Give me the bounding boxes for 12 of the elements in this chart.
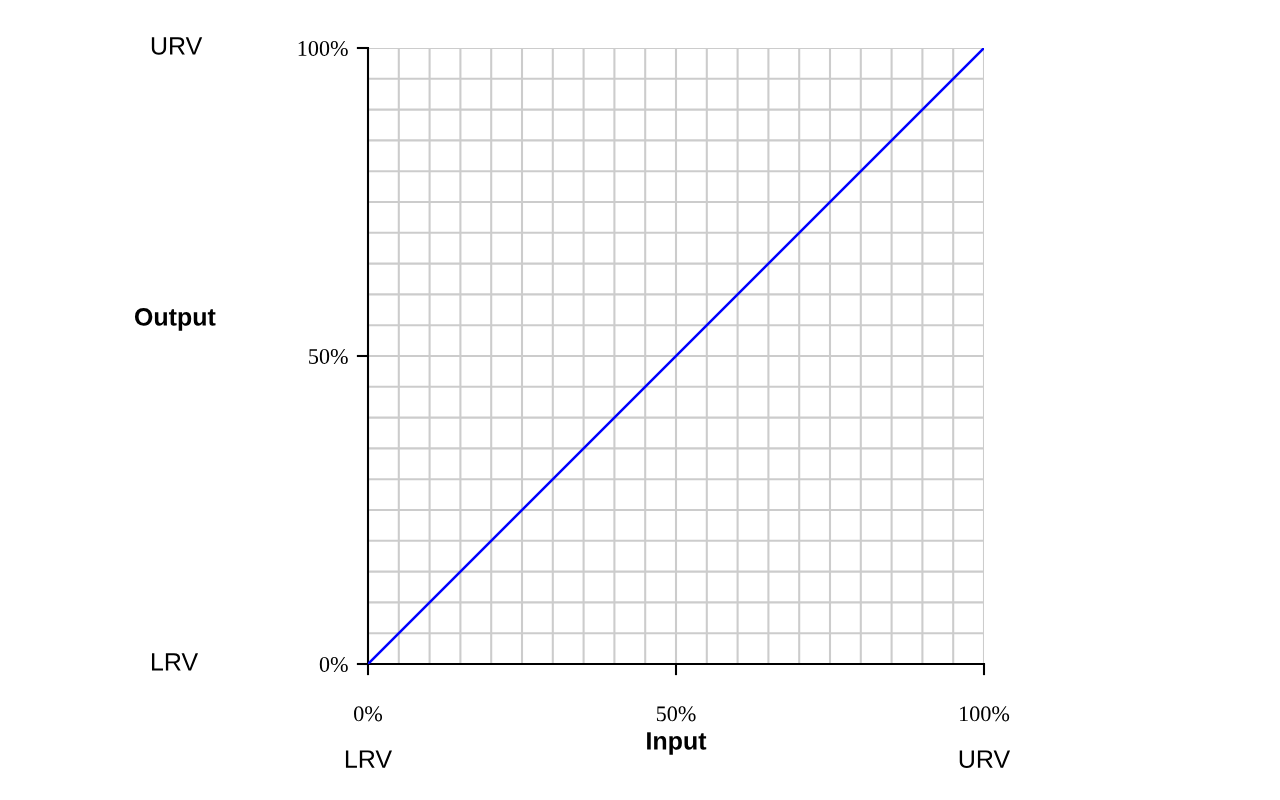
x-axis-title: Input [647,732,707,755]
x-tick-label: 100% [960,706,1010,722]
y-tick-label: 50% [309,348,348,364]
text: LRV [152,653,199,671]
text: URV [151,37,203,55]
text: URV [959,750,1011,768]
text: LRV [345,750,392,768]
x-tick-label: 0% [354,706,383,722]
y-tick-label: 100% [298,40,348,56]
x-tick-label: 50% [656,706,696,722]
y-tick-label: 0% [319,656,348,672]
y-axis-title: Output [134,308,216,331]
